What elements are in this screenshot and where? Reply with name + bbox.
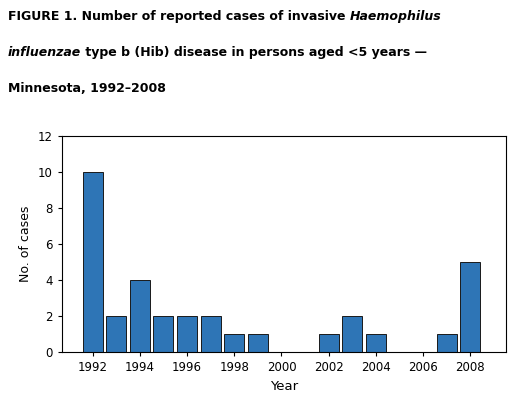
Bar: [153, 316, 173, 352]
Bar: [248, 334, 268, 352]
Text: influenzae: influenzae: [8, 46, 81, 59]
Bar: [366, 334, 386, 352]
Bar: [201, 316, 221, 352]
Bar: [83, 172, 103, 352]
Bar: [130, 280, 150, 352]
Text: Haemophilus: Haemophilus: [350, 10, 441, 23]
Text: Minnesota, 1992–2008: Minnesota, 1992–2008: [8, 82, 166, 95]
X-axis label: Year: Year: [270, 380, 298, 392]
Bar: [318, 334, 338, 352]
Bar: [437, 334, 457, 352]
Bar: [106, 316, 126, 352]
Bar: [224, 334, 244, 352]
Text: type b (Hib) disease in persons aged <5 years —: type b (Hib) disease in persons aged <5 …: [81, 46, 427, 59]
Y-axis label: No. of cases: No. of cases: [19, 206, 33, 282]
Text: FIGURE 1. Number of reported cases of invasive: FIGURE 1. Number of reported cases of in…: [8, 10, 350, 23]
Bar: [177, 316, 197, 352]
Bar: [460, 262, 480, 352]
Bar: [342, 316, 362, 352]
